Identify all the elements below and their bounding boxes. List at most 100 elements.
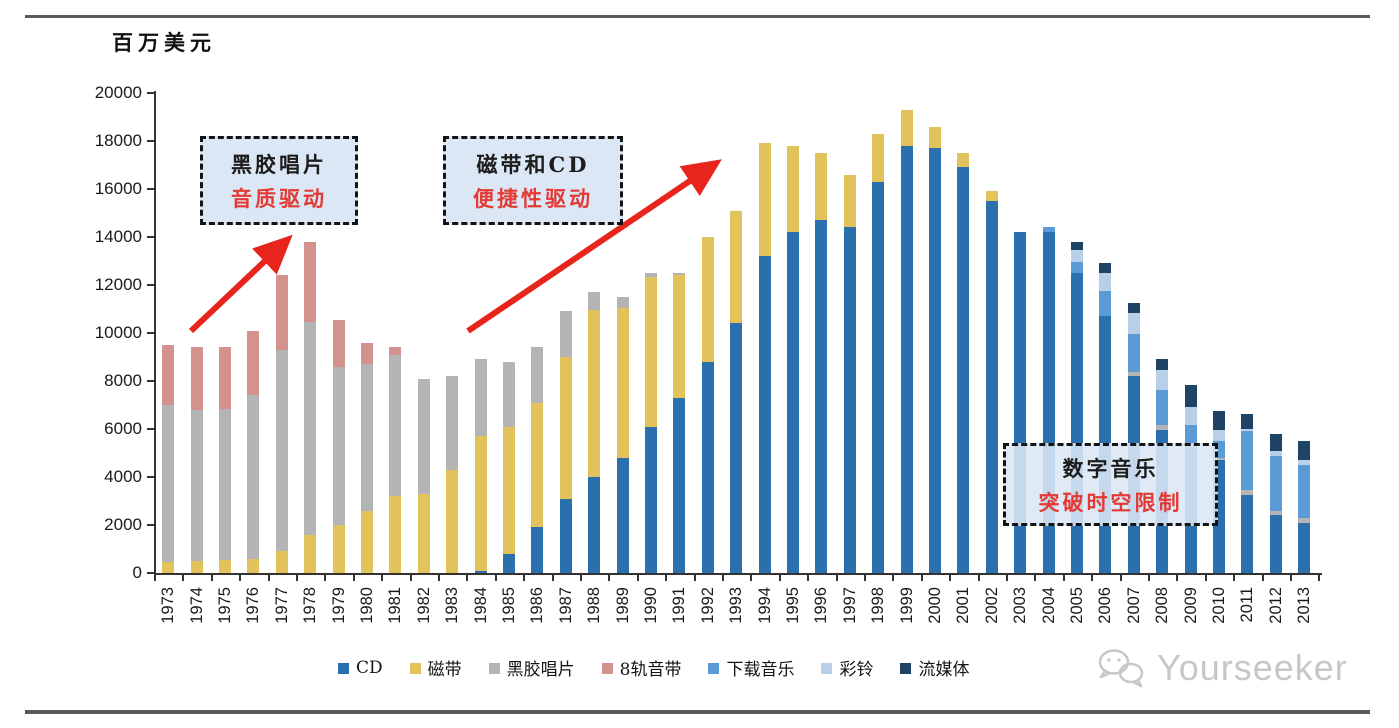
bar-segment [1298,522,1311,573]
x-axis-year-label: 2007 [1124,587,1143,624]
y-axis-tick [147,140,155,142]
y-axis-tick-label: 18000 [94,131,142,150]
bar-segment [673,397,686,573]
x-axis-year-label: 1978 [301,587,320,624]
bar-segment [559,311,572,357]
watermark: Yourseeker [1093,645,1348,691]
x-axis-year-label: 2012 [1266,587,1285,624]
bar-segment [815,220,828,573]
annotation-cassette-cd-subtitle: 便捷性驱动 [473,185,593,211]
bar-segment [446,469,459,573]
bar-segment [1241,490,1254,495]
x-axis-year-label: 2009 [1181,587,1200,624]
bar-segment [985,191,998,201]
bar-segment [701,237,714,362]
x-axis-year-label: 2001 [954,587,973,624]
x-axis-tick [466,575,469,581]
bar-segment [304,241,317,323]
x-axis-tick [1091,575,1094,581]
x-axis-tick [693,575,696,581]
chart-legend: CD 磁带 黑胶唱片 8轨音带 下载音乐 彩铃 流媒体 [338,655,969,680]
x-axis-year-label: 1999 [897,587,916,624]
x-axis-year-label: 2000 [926,587,944,624]
x-axis-year-label: 1980 [358,587,376,624]
annotation-digital-subtitle: 突破时空限制 [1038,489,1183,515]
bar-segment [1298,459,1311,465]
bar-segment [219,559,231,573]
bar-segment [1241,428,1254,431]
bar-segment [843,174,856,228]
bar-segment [1156,370,1169,391]
legend-label: 下载音乐 [726,660,795,680]
bar-segment [985,201,998,573]
bar-segment [730,323,743,573]
legend-swatch-icon [821,663,833,674]
bar-segment [1241,430,1254,491]
x-axis-year-label: 1997 [840,587,859,624]
bar-segment [758,143,771,257]
x-axis-year-label: 1990 [642,587,660,624]
y-axis-tick [147,332,155,334]
x-axis-tick [182,575,185,581]
legend-swatch-icon [900,663,912,674]
x-axis-year-label: 2003 [1011,587,1030,624]
annotation-vinyl: 黑胶唱片 音质驱动 [200,136,358,225]
bar-segment [190,409,203,561]
bar-segment [446,376,459,470]
bar-segment [162,561,175,573]
legend-item: CD [338,658,383,678]
x-axis-tick [892,575,895,581]
y-axis-tick [147,380,155,382]
bar-segment [1269,433,1282,451]
legend-item: 流媒体 [900,655,969,680]
watermark-text: Yourseeker [1157,647,1348,688]
x-axis-year-label: 1977 [272,587,291,624]
bar-segment [389,496,402,573]
bar-segment [361,364,373,511]
bar-segment [503,553,515,573]
x-axis-year-label: 2013 [1295,587,1314,624]
annotation-digital-title: 数字音乐 [1062,455,1159,481]
x-axis-year-label: 1995 [784,587,802,624]
bar-segment [247,330,260,396]
bar-segment [503,426,515,554]
bar-segment [616,457,629,573]
bar-segment [1184,385,1197,407]
annotation-vinyl-title: 黑胶唱片 [231,151,327,177]
x-axis-year-label: 2002 [982,587,1001,624]
y-axis-tick-label: 4000 [104,467,142,486]
x-axis-tick [1233,575,1236,581]
x-axis-tick [1006,575,1008,581]
bar-segment [588,292,601,311]
annotation-digital: 数字音乐 突破时空限制 [1003,443,1218,526]
bar-segment [1184,424,1197,444]
x-axis-tick [636,575,639,581]
legend-item: 彩铃 [821,655,873,680]
x-axis-year-label: 2005 [1068,587,1086,624]
x-axis-tick [409,575,412,581]
y-axis-tick [147,476,155,478]
x-axis-tick [835,575,838,581]
annotation-cassette-cd-title: 磁带和CD [476,151,590,177]
bar-segment [1156,390,1169,426]
legend-item: 磁带 [409,655,462,680]
bar-segment [957,167,970,573]
bar-segment [474,570,487,573]
bar-segment [531,402,544,528]
bar-segment [1127,372,1140,377]
bar-segment [1298,464,1311,518]
x-axis-year-label: 1991 [670,587,689,624]
legend-label: 8轨音带 [619,660,682,680]
bar-segment [275,551,288,573]
x-axis-tick [1148,575,1150,581]
y-axis-tick-label: 20000 [94,83,142,102]
bar-segment [1298,441,1311,460]
legend-label: 流媒体 [918,660,970,680]
bar-segment [1184,406,1197,425]
x-axis-year-label: 1998 [869,587,888,624]
bar-segment [588,310,601,477]
bar-segment [474,436,487,571]
bar-segment [673,275,686,398]
top-divider [25,15,1370,18]
